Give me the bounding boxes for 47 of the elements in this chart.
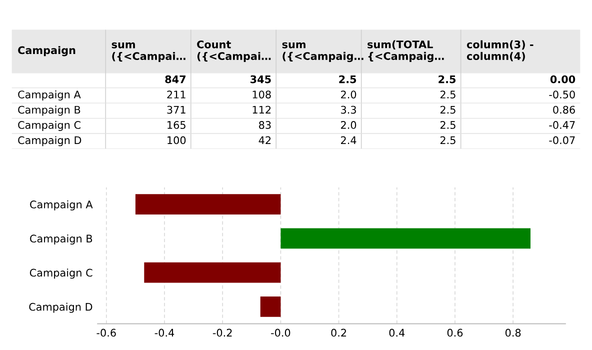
x-tick-label: -0.6 — [96, 328, 116, 337]
x-tick-label: 0.8 — [505, 328, 521, 337]
text: 2.4 — [341, 136, 356, 144]
text: -0.07 — [549, 136, 575, 144]
text: 0.00 — [550, 75, 576, 84]
x-tick-label: -0.0 — [271, 328, 290, 337]
text: 371 — [167, 106, 186, 114]
category-label: Campaign D — [18, 136, 82, 146]
text: 3.3 — [341, 106, 356, 114]
text: 42 — [258, 136, 271, 144]
category-label: sum ({<Campaig… — [282, 42, 364, 62]
text: 211 — [167, 90, 186, 98]
x-tick-label: 0.6 — [447, 328, 463, 337]
text: 2.5 — [440, 106, 456, 114]
category-label: Campaign C — [18, 120, 80, 131]
y-tick-label: Campaign A — [30, 200, 93, 210]
text: -0.47 — [549, 121, 575, 129]
x-tick-label: 0.4 — [389, 328, 405, 337]
text: 2.5 — [438, 75, 456, 84]
text: -0.50 — [549, 90, 575, 98]
text: 100 — [168, 136, 186, 144]
text: 165 — [168, 121, 186, 129]
category-label: sum ({<Campai… — [112, 42, 186, 62]
text: 847 — [165, 75, 186, 84]
text: 2.5 — [440, 136, 456, 144]
text: 2.5 — [339, 75, 356, 84]
category-label: sum(TOTAL {<Campaig… — [368, 40, 444, 62]
text: 2.5 — [440, 121, 456, 129]
text: 345 — [250, 75, 271, 84]
category-label: column(3) - column(4) — [466, 40, 534, 62]
text: 0.86 — [553, 106, 575, 114]
category-label: Campaign B — [18, 106, 80, 116]
category-label: Campaign A — [18, 90, 81, 100]
text: 108 — [252, 90, 271, 98]
category-label: Count ({<Campai… — [197, 40, 271, 62]
y-tick-label: Campaign C — [30, 268, 92, 279]
x-tick-label: -0.2 — [212, 328, 232, 337]
x-tick-label: -0.4 — [154, 328, 174, 337]
y-tick-label: Campaign D — [29, 302, 92, 313]
text: 2.0 — [341, 121, 356, 129]
text: 83 — [259, 121, 271, 129]
category-label: Campaign — [18, 46, 76, 56]
text: 2.5 — [440, 90, 456, 98]
text: 112 — [252, 106, 271, 114]
y-tick-label: Campaign B — [30, 234, 92, 245]
x-tick-label: 0.2 — [331, 328, 346, 337]
text: 2.0 — [341, 90, 356, 98]
